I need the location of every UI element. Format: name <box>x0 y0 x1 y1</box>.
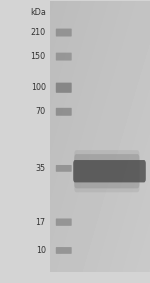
FancyBboxPatch shape <box>56 165 72 172</box>
FancyBboxPatch shape <box>56 53 72 61</box>
FancyBboxPatch shape <box>73 160 146 183</box>
FancyBboxPatch shape <box>56 218 72 226</box>
Text: 10: 10 <box>36 246 46 255</box>
FancyBboxPatch shape <box>56 108 72 116</box>
Text: 17: 17 <box>36 218 46 227</box>
Text: 150: 150 <box>31 52 46 61</box>
FancyBboxPatch shape <box>56 29 72 37</box>
Text: 35: 35 <box>36 164 46 173</box>
FancyBboxPatch shape <box>56 247 72 254</box>
Text: kDa: kDa <box>30 8 46 17</box>
FancyBboxPatch shape <box>74 150 140 192</box>
Text: 100: 100 <box>31 83 46 92</box>
Text: 70: 70 <box>36 107 46 116</box>
Text: 210: 210 <box>31 28 46 37</box>
FancyBboxPatch shape <box>56 83 72 93</box>
FancyBboxPatch shape <box>74 154 140 188</box>
